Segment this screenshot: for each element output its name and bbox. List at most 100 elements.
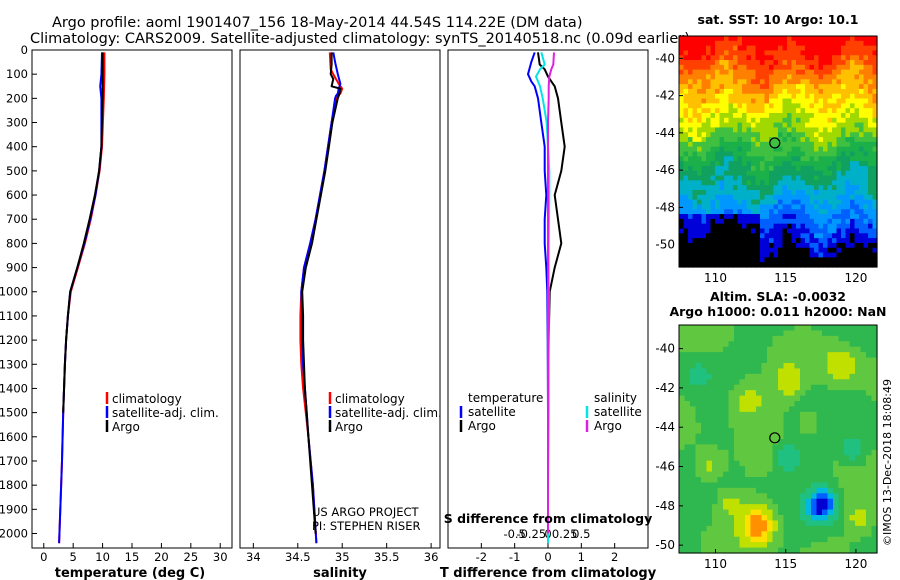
sla-cell <box>717 547 724 554</box>
sla-cell <box>772 515 779 522</box>
sla-cell <box>833 531 840 538</box>
sla-cell <box>849 325 856 332</box>
map-x-tick-label: 120 <box>844 557 867 571</box>
sst-cell <box>823 98 829 104</box>
sst-cell <box>850 141 856 148</box>
sla-cell <box>827 466 834 473</box>
sla-cell <box>860 395 867 402</box>
sla-cell <box>805 471 812 478</box>
sst-cell <box>818 238 824 244</box>
sst-cell <box>805 122 811 129</box>
sla-cell <box>783 422 790 429</box>
sst-cell <box>710 209 716 215</box>
sst-cell <box>827 103 833 109</box>
sla-cell <box>794 379 801 386</box>
sst-cell <box>733 151 739 157</box>
sla-cell <box>844 487 851 494</box>
sla-cell <box>838 542 845 549</box>
sst-cell <box>751 103 757 109</box>
sla-cell <box>734 536 741 543</box>
sst-cell <box>823 228 829 234</box>
sst-cell <box>715 242 721 249</box>
sst-cell <box>751 252 757 258</box>
sst-cell <box>701 98 707 104</box>
sst-cell <box>742 64 748 71</box>
sla-cell <box>712 460 719 467</box>
sst-cell <box>872 194 878 201</box>
sst-cell <box>764 74 770 80</box>
salinity-panel-frame <box>239 49 441 549</box>
sla-cell <box>789 401 796 408</box>
sla-cell <box>800 368 807 375</box>
sst-cell <box>692 113 698 119</box>
sst-cell <box>800 233 806 239</box>
sst-cell <box>782 151 788 157</box>
sla-cell <box>833 487 840 494</box>
sst-cell <box>710 180 716 186</box>
sst-cell <box>764 252 770 258</box>
sla-cell <box>866 471 873 478</box>
sst-cell <box>818 209 824 215</box>
sst-cell <box>715 69 721 76</box>
sla-cell <box>811 401 818 408</box>
sla-cell <box>783 509 790 516</box>
sst-cell <box>773 45 779 52</box>
sst-cell <box>688 93 694 100</box>
sla-cell <box>805 335 812 342</box>
sla-cell <box>745 422 752 429</box>
sla-cell <box>767 330 774 337</box>
sla-cell <box>717 444 724 451</box>
sla-cell <box>822 531 829 538</box>
sst-cell <box>688 127 694 133</box>
sst-cell <box>710 74 716 80</box>
sla-cell <box>745 455 752 462</box>
sst-cell <box>827 262 833 268</box>
sst-cell <box>679 233 685 239</box>
sst-cell <box>679 223 685 230</box>
sst-cell <box>755 209 761 215</box>
sla-cell <box>750 498 757 505</box>
sst-cell <box>827 161 833 167</box>
sst-cell <box>737 36 743 42</box>
sla-cell <box>717 352 724 359</box>
sst-cell <box>868 262 874 268</box>
sst-cell <box>706 161 712 167</box>
sla-cell <box>772 401 779 408</box>
sst-cell <box>845 64 851 71</box>
sst-cell <box>733 252 739 258</box>
sla-cell <box>739 346 746 353</box>
sla-cell <box>849 363 856 370</box>
sst-cell <box>841 93 847 100</box>
sla-cell <box>871 422 878 429</box>
sst-cell <box>706 137 712 143</box>
sst-cell <box>787 262 793 268</box>
sla-cell <box>794 531 801 538</box>
depth-tick-label: 1800 <box>0 478 28 492</box>
sst-cell <box>850 185 856 191</box>
sla-cell <box>695 363 702 370</box>
sla-cell <box>855 401 862 408</box>
sst-cell <box>841 117 847 124</box>
sla-cell <box>833 536 840 543</box>
sst-cell <box>827 74 833 80</box>
sst-cell <box>791 194 797 201</box>
sst-cell <box>818 132 824 138</box>
sla-cell <box>723 444 730 451</box>
sst-cell <box>800 262 806 268</box>
sst-cell <box>859 40 865 47</box>
sst-cell <box>742 247 748 254</box>
sst-cell <box>742 74 748 80</box>
sla-cell <box>684 487 691 494</box>
sla-cell <box>827 455 834 462</box>
sla-cell <box>745 428 752 435</box>
sla-cell <box>734 363 741 370</box>
sst-cell <box>818 252 824 258</box>
figure-title-line2: Climatology: CARS2009. Satellite-adjuste… <box>30 31 690 47</box>
sst-cell <box>827 141 833 148</box>
sla-cell <box>750 335 757 342</box>
sst-cell <box>728 69 734 76</box>
sla-cell <box>690 509 697 516</box>
sla-cell <box>761 477 768 484</box>
sst-cell <box>841 199 847 206</box>
sst-cell <box>728 194 734 201</box>
